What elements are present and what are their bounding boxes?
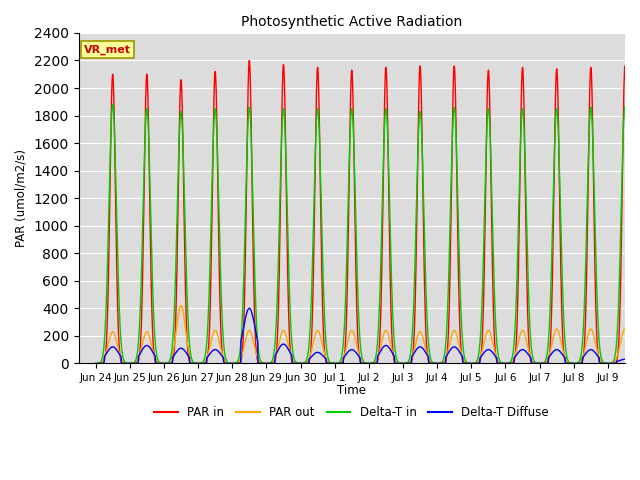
X-axis label: Time: Time (337, 384, 366, 397)
Title: Photosynthetic Active Radiation: Photosynthetic Active Radiation (241, 15, 462, 29)
Y-axis label: PAR (umol/m2/s): PAR (umol/m2/s) (15, 149, 28, 247)
Legend: PAR in, PAR out, Delta-T in, Delta-T Diffuse: PAR in, PAR out, Delta-T in, Delta-T Dif… (150, 401, 554, 423)
Text: VR_met: VR_met (84, 45, 131, 55)
